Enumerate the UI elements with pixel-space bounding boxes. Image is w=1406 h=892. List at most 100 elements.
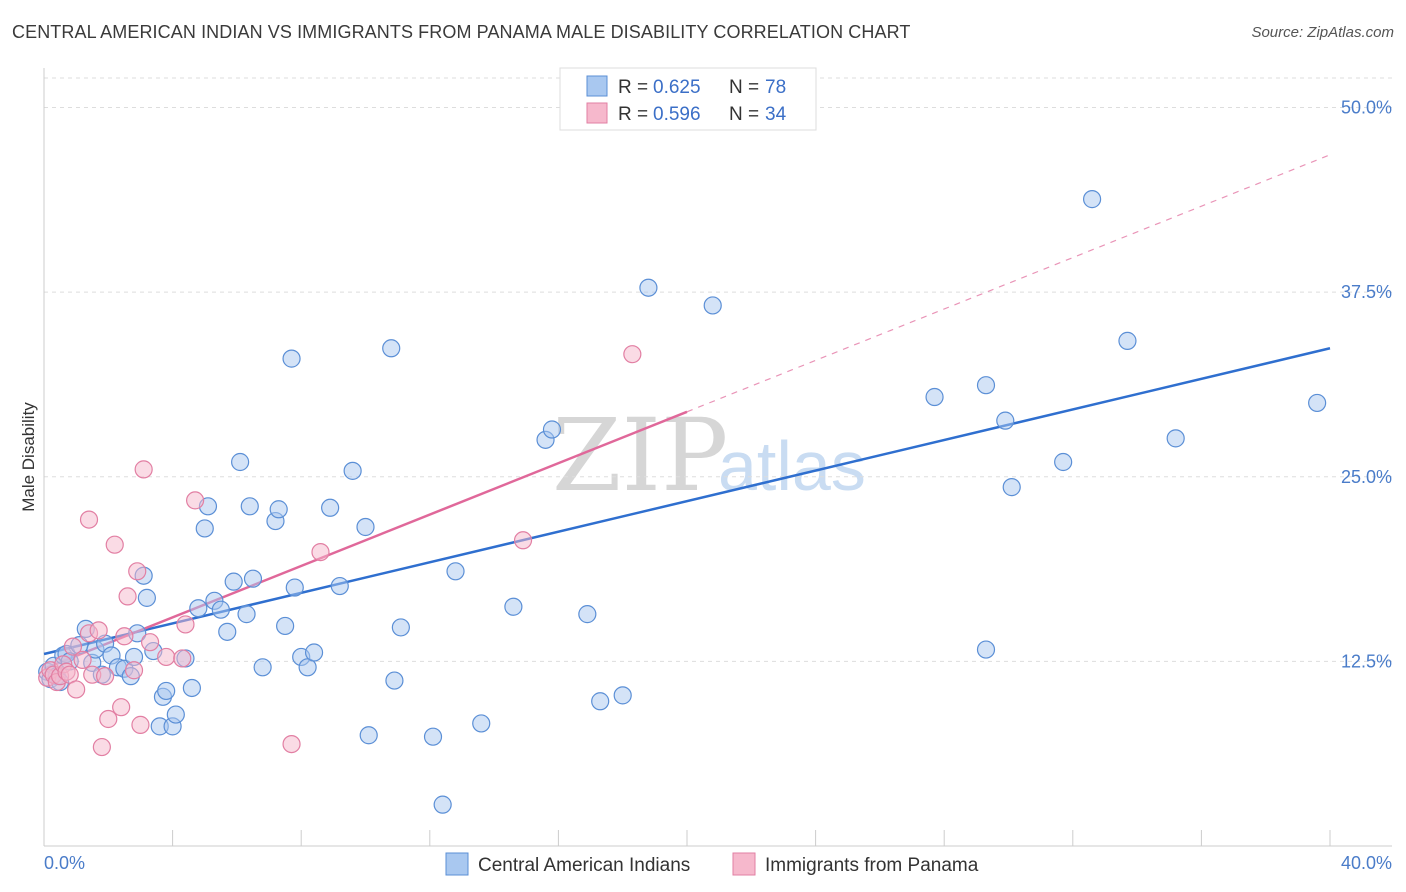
x-tick-label-max: 40.0% [1341,853,1392,873]
legend-swatch-blue [586,75,608,97]
data-point-blue [195,519,214,538]
data-point-pink [79,510,99,529]
axes [43,68,1392,847]
legend-n-label-1: N = [729,77,759,98]
data-point-pink [623,345,642,364]
data-point-blue [304,643,324,662]
data-point-blue [433,795,452,814]
data-point-blue [925,387,944,407]
data-point-blue [504,597,523,616]
data-point-pink [186,491,205,510]
data-point-pink [73,650,92,670]
data-point-pink [89,621,108,640]
data-point-blue [472,714,491,733]
data-point-pink [124,661,144,680]
data-point-blue [231,452,250,472]
data-point-blue [446,562,465,581]
data-point-blue [166,705,185,724]
data-point-pink [134,460,153,479]
data-point-blue [189,599,208,618]
chart-title: CENTRAL AMERICAN INDIAN VS IMMIGRANTS FR… [12,22,911,42]
data-point-blue [578,605,597,624]
data-point-blue [321,498,340,517]
data-point-blue [253,658,272,677]
data-point-blue [285,578,304,597]
data-point-blue [1002,478,1021,497]
data-point-blue [157,681,176,701]
data-point-blue [269,500,288,519]
data-point-pink [105,535,124,554]
data-point-blue [382,339,401,358]
series-central-american-indians [38,190,1327,814]
data-point-blue [356,517,375,537]
data-point-pink [118,587,137,606]
data-point-blue [240,497,259,516]
data-point-blue [330,576,349,596]
legend-r-label-2: R = [618,104,648,125]
legend-swatch-pink [586,102,608,124]
data-point-blue [1054,452,1073,472]
data-point-pink [140,633,160,652]
data-point-blue [423,727,443,746]
trend-line-blue [43,347,1331,656]
data-point-blue [343,461,362,480]
source-label: Source: ZipAtlas.com [1251,24,1394,41]
data-point-blue [542,420,562,439]
data-point-blue [703,296,722,315]
data-point-blue [224,572,243,591]
data-point-blue [996,411,1015,430]
data-point-pink [131,715,150,734]
y-tick-label: 37.5% [1341,282,1392,302]
data-point-blue [591,692,610,711]
trend-line-pink-extension [686,154,1331,413]
data-point-pink [513,531,533,550]
data-point-pink [112,698,131,717]
bottom-legend-swatch-pink [732,852,756,876]
data-point-blue [976,640,996,659]
y-tick-label: 25.0% [1341,467,1392,487]
y-tick-label: 50.0% [1341,98,1392,118]
data-point-blue [211,600,230,619]
data-point-pink [92,737,111,757]
watermark-atlas: atlas [718,427,866,505]
series-legend: Central American Indians Immigrants from… [445,852,979,876]
series-immigrants-from-panama [38,345,642,757]
data-point-blue [282,349,301,368]
data-point-blue [613,686,632,705]
x-tick-label-min: 0.0% [44,853,85,873]
data-point-pink [176,615,195,634]
data-point-pink [95,667,115,686]
data-point-blue [1118,331,1137,350]
legend-n-value-1: 78 [765,77,786,98]
data-point-blue [137,588,156,607]
data-point-pink [311,542,330,562]
data-point-pink [173,649,192,668]
watermark-zip: ZIP [552,397,728,514]
y-tick-labels: 12.5% 25.0% 37.5% 50.0% [1341,98,1392,672]
data-point-blue [359,726,378,745]
legend-r-label-1: R = [618,77,648,98]
data-point-blue [1166,429,1185,448]
data-point-blue [182,678,201,698]
bottom-legend-label-blue: Central American Indians [478,855,690,876]
bottom-legend-swatch-blue [445,852,469,876]
bottom-legend-label-pink: Immigrants from Panama [765,855,979,876]
data-point-blue [243,569,263,588]
legend-r-value-2: 0.596 [653,104,701,125]
data-point-blue [237,605,256,624]
data-point-blue [276,616,295,636]
trend-lines [43,154,1331,670]
data-point-pink [115,627,134,646]
data-point-blue [639,278,658,297]
data-point-blue [1308,393,1327,413]
data-point-blue [385,671,404,690]
data-point-pink [282,734,301,754]
trend-line-pink [43,410,688,670]
data-point-blue [391,618,410,637]
data-point-pink [67,680,86,699]
stats-legend: R = 0.625 N = 78 R = 0.596 N = 34 [559,67,817,131]
legend-n-label-2: N = [729,104,759,125]
data-point-pink [128,562,147,581]
data-point-blue [1082,190,1102,209]
